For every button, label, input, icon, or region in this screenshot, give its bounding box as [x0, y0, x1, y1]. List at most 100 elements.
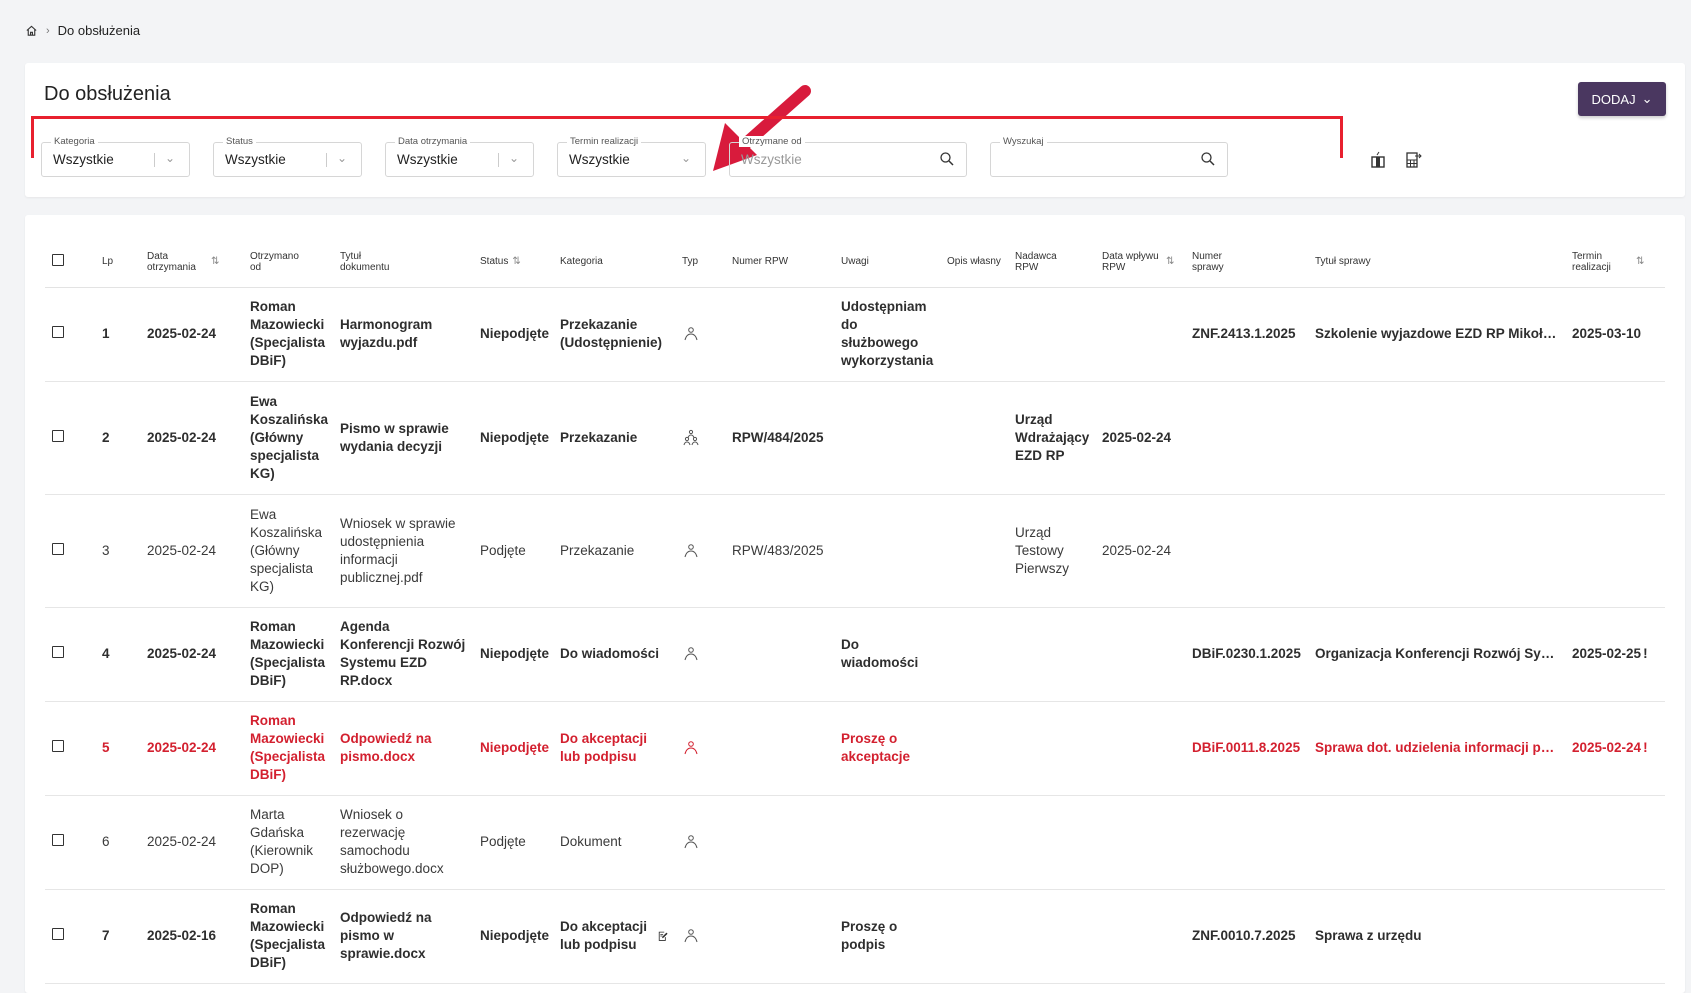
column-header: Typ [675, 237, 725, 288]
chevron-down-icon: ⌄ [1641, 91, 1653, 106]
cell-od: Ewa Koszalińska (Główny specjalista KG) [243, 381, 333, 495]
cell-typ [675, 287, 725, 382]
checkbox[interactable] [52, 254, 64, 267]
cell-rpw [725, 287, 834, 382]
cell-tytul: Odpowiedź na pismo.docx [333, 701, 473, 796]
column-header[interactable]: Data wpływu RPW ⇅ [1095, 237, 1185, 288]
cell-select[interactable] [45, 701, 95, 796]
checkbox[interactable] [52, 834, 64, 846]
cell-typ [675, 607, 725, 702]
export-excel-icon[interactable] [1403, 150, 1423, 170]
cell-lp: 1 [95, 287, 140, 382]
cell-data_rpw: 2025-02-24 [1095, 494, 1185, 608]
table-row[interactable]: 3 2025-02-24 Ewa Koszalińska (Główny specj… [45, 494, 1665, 608]
documents-table: Lp Data otrzymania ⇅ Otrzymano od Tytuł doku… [45, 237, 1665, 984]
checkbox[interactable] [52, 646, 64, 658]
cell-termin [1565, 795, 1665, 890]
cell-opis [940, 889, 1008, 984]
cell-sprawa: ZNF.2413.1.2025 [1185, 287, 1308, 382]
cell-select[interactable] [45, 889, 95, 984]
cell-kategoria: Przekazanie [553, 381, 675, 495]
column-header: Kategoria [553, 237, 675, 288]
search-icon[interactable] [938, 150, 956, 168]
cell-opis [940, 795, 1008, 890]
checkbox[interactable] [52, 740, 64, 752]
column-chooser-icon[interactable] [1368, 150, 1388, 170]
person-icon [684, 929, 698, 943]
sign-document-icon [658, 931, 668, 941]
cell-lp: 7 [95, 889, 140, 984]
cell-tytul: Harmonogram wyjazdu.pdf [333, 287, 473, 382]
header-select-all[interactable] [45, 237, 95, 288]
cell-select[interactable] [45, 287, 95, 382]
cell-od: Ewa Koszalińska (Główny specjalista KG) [243, 494, 333, 608]
table-row[interactable]: 2 2025-02-24 Ewa Koszalińska (Główny specj… [45, 381, 1665, 495]
sort-icon[interactable]: ⇅ [1636, 256, 1645, 268]
column-header: Uwagi [834, 237, 940, 288]
divider [498, 153, 499, 167]
breadcrumb: › Do obsłużenia [25, 23, 140, 38]
cell-data: 2025-02-24 [140, 607, 243, 702]
table-row[interactable]: 5 2025-02-24 Roman Mazowiecki (Specjalista… [45, 701, 1665, 796]
sort-icon[interactable]: ⇅ [211, 256, 220, 268]
column-header[interactable]: Termin realizacji ⇅ [1565, 237, 1665, 288]
cell-rpw [725, 701, 834, 796]
cell-od: Marta Gdańska (Kierownik DOP) [243, 795, 333, 890]
filter-otrzymane-od[interactable]: Otrzymane od Wszystkie [729, 136, 967, 177]
table-row[interactable]: 6 2025-02-24 Marta Gdańska (Kierownik DOP)… [45, 795, 1665, 890]
cell-lp: 5 [95, 701, 140, 796]
urgent-icon: ! [1643, 646, 1648, 661]
home-icon[interactable] [25, 24, 38, 37]
cell-tytul: Odpowiedź na pismo w sprawie.docx [333, 889, 473, 984]
cell-sprawa [1185, 494, 1308, 608]
filter-wyszukaj[interactable]: Wyszukaj [990, 136, 1228, 177]
cell-kategoria: Do akceptacji lub podpisu [553, 889, 675, 984]
cell-select[interactable] [45, 494, 95, 608]
person-icon [684, 835, 698, 849]
person-icon [684, 543, 698, 557]
checkbox[interactable] [52, 326, 64, 338]
cell-termin [1565, 889, 1665, 984]
cell-kategoria: Dokument [553, 795, 675, 890]
column-header[interactable]: Data otrzymania ⇅ [140, 237, 243, 288]
cell-rpw: RPW/484/2025 [725, 381, 834, 495]
person-icon [684, 741, 698, 755]
cell-data_rpw [1095, 607, 1185, 702]
chevron-down-icon: ⌄ [680, 151, 691, 165]
cell-select[interactable] [45, 381, 95, 495]
cell-opis [940, 494, 1008, 608]
cell-uwagi [834, 494, 940, 608]
column-header: Opis własny [940, 237, 1008, 288]
highlight-box [31, 116, 1343, 158]
filter-data-otrzymania[interactable]: Data otrzymania Wszystkie ⌄ [385, 136, 534, 177]
checkbox[interactable] [52, 429, 64, 442]
cell-data_rpw [1095, 701, 1185, 796]
cell-lp: 3 [95, 494, 140, 608]
sort-icon[interactable]: ⇅ [1166, 256, 1175, 268]
column-header: Numer sprawy [1185, 237, 1308, 288]
sort-icon[interactable]: ⇅ [512, 256, 521, 268]
cell-tytul_sprawy: Szkolenie wyjazdowe EZD RP Mikołajk... [1308, 287, 1565, 382]
search-icon[interactable] [1199, 150, 1217, 168]
column-header: Lp [95, 237, 140, 288]
cell-select[interactable] [45, 607, 95, 702]
cell-uwagi [834, 795, 940, 890]
table-row[interactable]: 1 2025-02-24 Roman Mazowiecki (Specjalista… [45, 287, 1665, 382]
table-row[interactable]: 4 2025-02-24 Roman Mazowiecki (Specjalista… [45, 607, 1665, 702]
cell-od: Roman Mazowiecki (Specjalista DBiF) [243, 607, 333, 702]
cell-tytul_sprawy: Sprawa dot. udzielenia informacji publi.… [1308, 701, 1565, 796]
cell-opis [940, 381, 1008, 495]
filter-kategoria[interactable]: Kategoria Wszystkie ⌄ [41, 136, 190, 177]
checkbox[interactable] [52, 928, 64, 940]
filter-termin-realizacji[interactable]: Termin realizacji Wszystkie ⌄ [557, 136, 706, 177]
filter-label: Wyszukaj [1000, 136, 1047, 147]
divider [326, 153, 327, 167]
table-row[interactable]: 7 2025-02-16 Roman Mazowiecki (Specjalista… [45, 889, 1665, 984]
column-header[interactable]: Status ⇅ [473, 237, 553, 288]
cell-typ [675, 381, 725, 495]
checkbox[interactable] [52, 542, 64, 555]
add-button[interactable]: DODAJ ⌄ [1578, 82, 1666, 116]
cell-select[interactable] [45, 795, 95, 890]
cell-sprawa [1185, 795, 1308, 890]
filter-status[interactable]: Status Wszystkie ⌄ [213, 136, 362, 177]
